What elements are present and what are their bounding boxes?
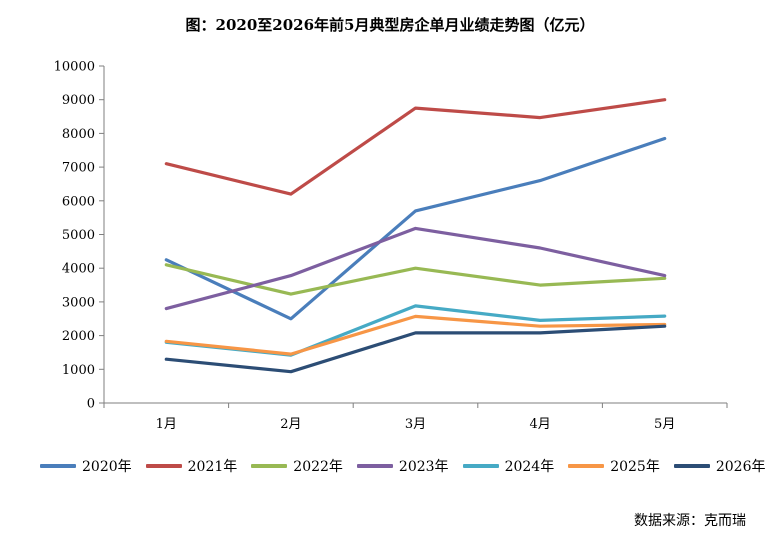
legend-label: 2021年	[187, 459, 238, 475]
series-lines	[164, 98, 667, 374]
legend-item: 2020年	[40, 456, 132, 476]
y-tick-label: 7000	[62, 161, 95, 176]
legend-label: 2020年	[82, 459, 132, 475]
legend: 2020年 2021年 2022年 2023年 2024年 2025年 2026年	[40, 456, 765, 476]
legend-item: 2022年	[251, 456, 343, 476]
legend-swatch	[40, 464, 76, 468]
y-tick-label: 4000	[62, 262, 95, 277]
y-tick-label: 9000	[62, 93, 95, 108]
source-note: 数据来源：克而瑞	[634, 513, 746, 529]
legend-swatch	[673, 464, 710, 468]
y-tick-label: 10000	[54, 60, 95, 75]
y-tick-label: 5000	[62, 228, 95, 243]
y-tick-label: 6000	[62, 194, 95, 209]
legend-item: 2025年	[568, 456, 660, 476]
legend-swatch	[356, 464, 393, 468]
legend-label: 2025年	[610, 459, 660, 475]
series-line-2026年	[164, 324, 667, 374]
legend-swatch	[462, 464, 499, 468]
legend-label: 2024年	[504, 459, 555, 475]
series-line-2021年	[164, 98, 667, 196]
series-line-2022年	[164, 263, 667, 296]
y-tick-label: 1000	[62, 363, 95, 378]
legend-item: 2024年	[462, 456, 555, 476]
legend-label: 2023年	[398, 459, 449, 475]
x-tick-label: 5月	[654, 417, 675, 432]
tick-labels: 0 1000 2000 3000 4000 5000 6000 7000 8000 9000 100…	[54, 60, 676, 433]
x-tick-label: 1月	[156, 417, 177, 432]
x-tick-label: 4月	[529, 417, 550, 432]
axes	[99, 65, 728, 408]
legend-item: 2021年	[145, 456, 238, 476]
y-tick-label: 2000	[62, 329, 95, 344]
x-tick-label: 3月	[405, 417, 426, 432]
series-line-2023年	[164, 226, 667, 311]
series-line-2025年	[164, 314, 667, 356]
legend-swatch	[145, 464, 182, 468]
y-tick-label: 8000	[62, 127, 95, 142]
y-tick-label: 3000	[62, 295, 95, 310]
legend-label: 2022年	[293, 459, 343, 475]
chart-title: 图：2020至2026年前5月典型房企单月业绩走势图（亿元）	[185, 16, 595, 34]
legend-swatch	[251, 464, 288, 468]
series-line-2020年	[164, 136, 667, 321]
legend-item: 2023年	[356, 456, 449, 476]
legend-item: 2026年	[673, 456, 766, 476]
x-tick-label: 2月	[280, 417, 301, 432]
y-tick-label: 0	[87, 397, 95, 412]
legend-swatch	[568, 464, 605, 468]
legend-label: 2026年	[715, 459, 766, 475]
